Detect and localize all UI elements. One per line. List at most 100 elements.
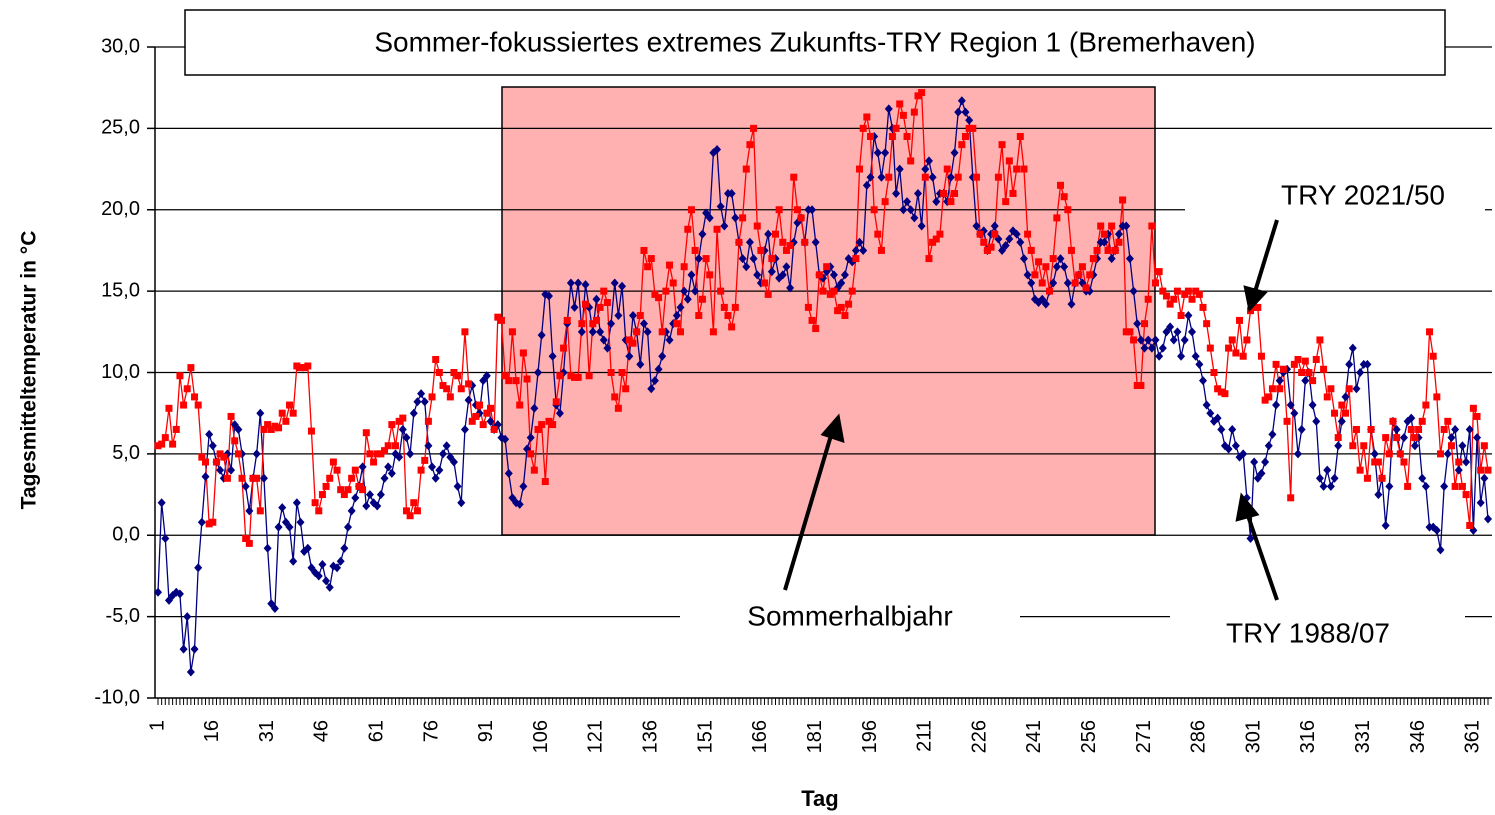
marker [881, 148, 890, 158]
marker [428, 393, 436, 401]
marker [446, 393, 454, 401]
marker [1418, 417, 1426, 425]
arrow-head [820, 413, 845, 443]
marker [592, 316, 600, 324]
marker [1254, 303, 1262, 311]
marker [326, 474, 334, 482]
marker [1173, 287, 1181, 295]
annotation: TRY 2021/50 [1281, 179, 1445, 210]
marker [779, 238, 787, 246]
marker [1195, 359, 1204, 369]
marker [1319, 481, 1328, 491]
x-tick-label: 121 [585, 720, 607, 753]
marker [574, 373, 582, 381]
marker [556, 372, 564, 380]
marker [227, 412, 235, 420]
marker [333, 466, 341, 474]
marker [607, 319, 616, 329]
marker [1192, 287, 1200, 295]
marker [1005, 234, 1014, 244]
marker [439, 449, 447, 459]
marker [376, 490, 385, 500]
marker [424, 417, 432, 425]
marker [402, 507, 410, 515]
marker [318, 491, 326, 499]
marker [220, 453, 228, 461]
marker [516, 401, 524, 409]
marker [1024, 230, 1032, 238]
marker [486, 416, 495, 426]
marker [706, 271, 714, 279]
marker [804, 303, 812, 311]
marker [1400, 458, 1408, 466]
marker [1261, 457, 1270, 467]
marker [519, 481, 528, 491]
marker [304, 362, 312, 370]
marker [169, 440, 177, 448]
marker [1440, 481, 1449, 491]
marker [278, 503, 287, 513]
marker [640, 246, 648, 254]
marker [1002, 198, 1010, 206]
marker [347, 506, 356, 516]
marker [808, 316, 816, 324]
marker [176, 372, 184, 380]
marker [852, 255, 860, 263]
marker [523, 375, 531, 383]
marker [351, 466, 359, 474]
marker [797, 214, 805, 222]
marker [340, 543, 349, 553]
marker [1389, 417, 1397, 425]
marker [1108, 222, 1116, 230]
marker [420, 397, 429, 407]
marker [1480, 473, 1489, 483]
marker [194, 563, 203, 573]
marker [808, 205, 817, 215]
marker [161, 534, 170, 544]
marker [622, 385, 630, 393]
marker [431, 473, 440, 483]
marker [1239, 449, 1248, 459]
marker [724, 312, 732, 320]
marker [1382, 434, 1390, 442]
marker [154, 587, 162, 597]
marker [201, 472, 210, 482]
marker [877, 172, 886, 182]
marker [1327, 385, 1335, 393]
marker [1064, 206, 1072, 214]
marker [761, 279, 769, 287]
label-bg [1170, 610, 1465, 660]
marker [1301, 376, 1310, 386]
marker [1331, 409, 1339, 417]
marker [793, 206, 801, 214]
marker [1455, 458, 1463, 466]
marker [936, 230, 944, 238]
marker [1136, 335, 1145, 345]
marker [972, 221, 981, 231]
x-tick-label: 316 [1297, 720, 1319, 753]
marker [1122, 221, 1131, 231]
x-tick-label: 46 [311, 720, 333, 742]
marker [698, 295, 706, 303]
marker [179, 644, 188, 654]
marker [666, 261, 674, 269]
marker [830, 287, 838, 295]
x-tick-label: 271 [1133, 720, 1155, 753]
marker [314, 571, 323, 581]
marker [293, 362, 301, 370]
marker [1067, 246, 1075, 254]
label-bg [680, 595, 1020, 645]
marker [812, 325, 820, 333]
marker [980, 238, 988, 246]
marker [742, 165, 750, 173]
marker [282, 417, 290, 425]
marker [158, 440, 166, 448]
marker [965, 124, 973, 132]
marker [194, 401, 202, 409]
marker [552, 398, 560, 406]
marker [205, 429, 214, 439]
marker [600, 287, 608, 295]
marker [1275, 376, 1284, 386]
marker [1199, 376, 1207, 386]
marker [983, 246, 991, 254]
